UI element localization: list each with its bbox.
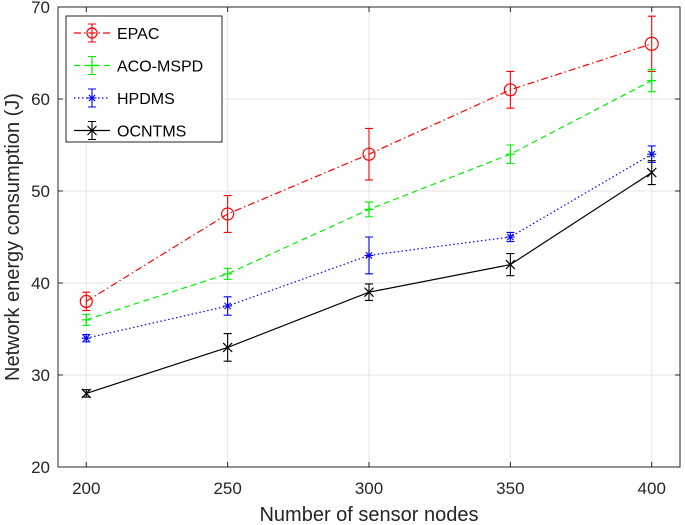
data-point [223, 269, 233, 279]
data-point [87, 61, 97, 70]
data-point [644, 36, 659, 51]
legend-item: EPAC [74, 23, 159, 43]
data-point [87, 93, 97, 103]
error-bar [506, 70, 515, 109]
data-point [505, 259, 516, 270]
legend-item: HPDMS [74, 88, 175, 108]
data-point [505, 149, 515, 159]
data-point [647, 76, 657, 86]
legend-label: OCNTMS [117, 124, 186, 141]
x-axis-label: Number of sensor nodes [259, 504, 478, 525]
series-ocntms [81, 160, 657, 399]
data-point [647, 149, 657, 159]
data-point [505, 232, 515, 242]
data-point [86, 27, 98, 39]
error-bar [365, 127, 373, 181]
y-tick-label: 40 [31, 274, 50, 293]
legend-error-bar [88, 23, 96, 43]
x-tick-label: 400 [638, 479, 666, 498]
series-aco-mspd [81, 69, 657, 326]
data-point [364, 287, 374, 298]
data-point [362, 147, 376, 161]
y-tick-label: 70 [31, 0, 50, 17]
legend-label: HPDMS [117, 91, 175, 108]
data-point [222, 342, 233, 353]
data-point [223, 301, 233, 311]
data-point [81, 315, 91, 325]
legend-label: EPAC [117, 26, 159, 43]
x-tick-label: 250 [213, 479, 241, 498]
series-hpdms [81, 145, 657, 343]
legend: EPAC ACO-MSPD HPDMS OCNTMS [65, 15, 223, 143]
series-line [86, 153, 653, 339]
data-point [364, 204, 374, 214]
y-axis-label: Network energy consumption (J) [2, 93, 24, 381]
x-tick-label: 200 [72, 479, 100, 498]
tick-labels: 200 250 300 350 400 20 30 40 50 60 70 [31, 0, 680, 498]
y-tick-label: 30 [31, 366, 50, 385]
y-tick-label: 50 [31, 182, 50, 201]
data-point [87, 125, 97, 136]
y-tick-label: 60 [31, 90, 50, 109]
data-point [503, 83, 517, 97]
data-point [364, 250, 374, 260]
error-bar [647, 15, 656, 72]
data-point [646, 167, 657, 178]
data-point [81, 388, 92, 399]
y-tick-label: 20 [31, 458, 50, 477]
series-epac [79, 15, 659, 312]
data-point [79, 294, 93, 308]
data-point [221, 207, 235, 221]
legend-item: ACO-MSPD [74, 55, 203, 76]
error-bar [223, 195, 232, 233]
data-point [81, 333, 91, 343]
legend-label: ACO-MSPD [117, 59, 203, 76]
x-tick-label: 300 [355, 479, 383, 498]
x-tick-label: 350 [496, 479, 524, 498]
legend-item: OCNTMS [74, 120, 186, 141]
series-layer [79, 15, 659, 399]
